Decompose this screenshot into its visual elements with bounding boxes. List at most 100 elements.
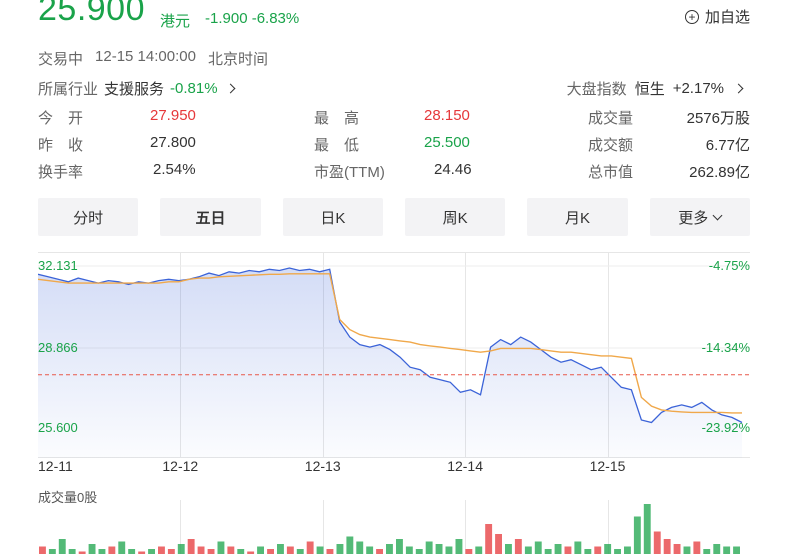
volume-bar: [257, 546, 264, 554]
y-axis-right-label: -14.34%: [701, 340, 750, 355]
tab-more[interactable]: 更多: [649, 198, 750, 236]
price-area-fill: [38, 268, 742, 458]
volume-bar: [495, 534, 502, 554]
open-label: 今 开: [38, 110, 84, 127]
volume-bar: [217, 541, 225, 554]
volume-chart-svg: [39, 500, 740, 554]
volume-bar: [118, 541, 126, 554]
volume-bar: [624, 546, 631, 554]
volume-bar: [247, 551, 255, 554]
volume-bar: [386, 544, 393, 554]
volume-bar: [455, 539, 463, 554]
volume-bar: [366, 546, 374, 554]
volume-bar: [78, 551, 86, 554]
volume-bar: [326, 549, 334, 554]
volume-bar: [604, 544, 612, 554]
pe-label: 市盈(TTM): [314, 164, 385, 181]
price-chart-svg: [38, 252, 750, 458]
prev-close-label: 昨 收: [38, 137, 84, 154]
volume-bar: [167, 549, 175, 554]
chevron-right-icon: [733, 83, 744, 94]
tab-daily-k[interactable]: 日K: [282, 198, 383, 236]
volume-bar: [48, 549, 56, 554]
volume-bar: [296, 549, 304, 554]
volume-bar: [614, 549, 621, 554]
chevron-down-icon: [712, 210, 723, 220]
industry-link[interactable]: 所属行业 支援服务 -0.81%: [38, 78, 236, 99]
add-watchlist-button[interactable]: + 加自选: [684, 6, 750, 27]
volume-bar: [336, 544, 344, 554]
tab-label: 日K: [320, 209, 346, 227]
volume-bar: [425, 541, 433, 554]
prev-close-value: 27.800: [150, 134, 196, 151]
pe-value: 24.46: [434, 161, 472, 178]
volume-bar: [485, 524, 493, 554]
volume-bar: [148, 549, 155, 554]
volume-bar: [713, 544, 721, 554]
tab-label: 五日: [195, 209, 226, 227]
tab-label: 分时: [73, 209, 104, 227]
volume-bar: [653, 531, 661, 554]
volume-bar: [524, 546, 532, 554]
y-axis-right-label: -23.92%: [701, 420, 750, 435]
volume-bar: [465, 549, 473, 554]
tab-label: 更多: [678, 209, 709, 227]
volume-bar: [197, 546, 205, 554]
volume-bar: [376, 549, 383, 554]
volume-bar: [138, 551, 146, 554]
volume-bar: [554, 544, 562, 554]
volume-bar: [564, 546, 572, 554]
volume-bar: [108, 546, 116, 554]
last-price: 25.900: [38, 0, 145, 28]
tab-weekly-k[interactable]: 周K: [404, 198, 506, 236]
volume-bar: [346, 536, 354, 554]
volume-bar: [207, 549, 215, 554]
tab-five-day[interactable]: 五日: [160, 198, 261, 236]
open-value: 27.950: [150, 107, 196, 124]
industry-label: 所属行业: [38, 81, 99, 98]
y-axis-left-label: 25.600: [38, 420, 78, 435]
industry-change: -0.81%: [170, 80, 218, 97]
market-cap-label: 总市值: [588, 164, 634, 181]
tab-monthly-k[interactable]: 月K: [527, 198, 628, 236]
price-change: -1.900 -6.83%: [205, 10, 300, 27]
volume-bar: [58, 539, 66, 554]
chart-period-tabs: 分时 五日 日K 周K 月K 更多: [38, 198, 750, 236]
tab-label: 月K: [564, 209, 590, 227]
turnover-rate-value: 2.54%: [153, 161, 196, 178]
volume-bar: [693, 541, 701, 554]
x-axis-label: 12-15: [589, 458, 626, 474]
volume-bar: [475, 546, 483, 554]
volume-bar: [584, 549, 592, 554]
volume-bar: [286, 546, 294, 554]
volume-bar: [574, 541, 582, 554]
volume-bar: [39, 546, 46, 554]
volume-bar: [633, 516, 641, 554]
volume-bar: [405, 546, 413, 554]
volume-bar: [534, 541, 542, 554]
market-index-name: 恒生: [634, 81, 665, 98]
volume-bar: [703, 549, 711, 554]
turnover-rate-label: 换手率: [38, 164, 84, 181]
market-index-link[interactable]: 大盘指数 恒生 +2.17%: [567, 78, 744, 99]
volume-bar: [267, 549, 274, 554]
industry-name: 支援服务: [104, 81, 165, 98]
volume-bar: [177, 544, 185, 554]
stats-row: 昨 收 27.800 最 低 25.500 成交额 6.77亿: [38, 134, 750, 161]
volume-bar: [227, 546, 235, 554]
volume-title: 成交量0股: [38, 490, 98, 505]
tab-intraday[interactable]: 分时: [38, 198, 139, 236]
volume-bar: [435, 544, 443, 554]
average-line: [38, 273, 742, 414]
volume-bar: [187, 539, 195, 554]
volume-bar: [98, 549, 106, 554]
volume-bar: [158, 546, 165, 554]
turnover-label: 成交额: [588, 137, 634, 154]
volume-bar: [544, 549, 552, 554]
y-axis-left-label: 28.866: [38, 340, 78, 355]
low-label: 最 低: [314, 137, 360, 154]
volume-bar: [663, 539, 671, 554]
volume-bar: [306, 541, 314, 554]
price-chart[interactable]: [38, 252, 750, 458]
currency-label: 港元: [160, 13, 191, 30]
